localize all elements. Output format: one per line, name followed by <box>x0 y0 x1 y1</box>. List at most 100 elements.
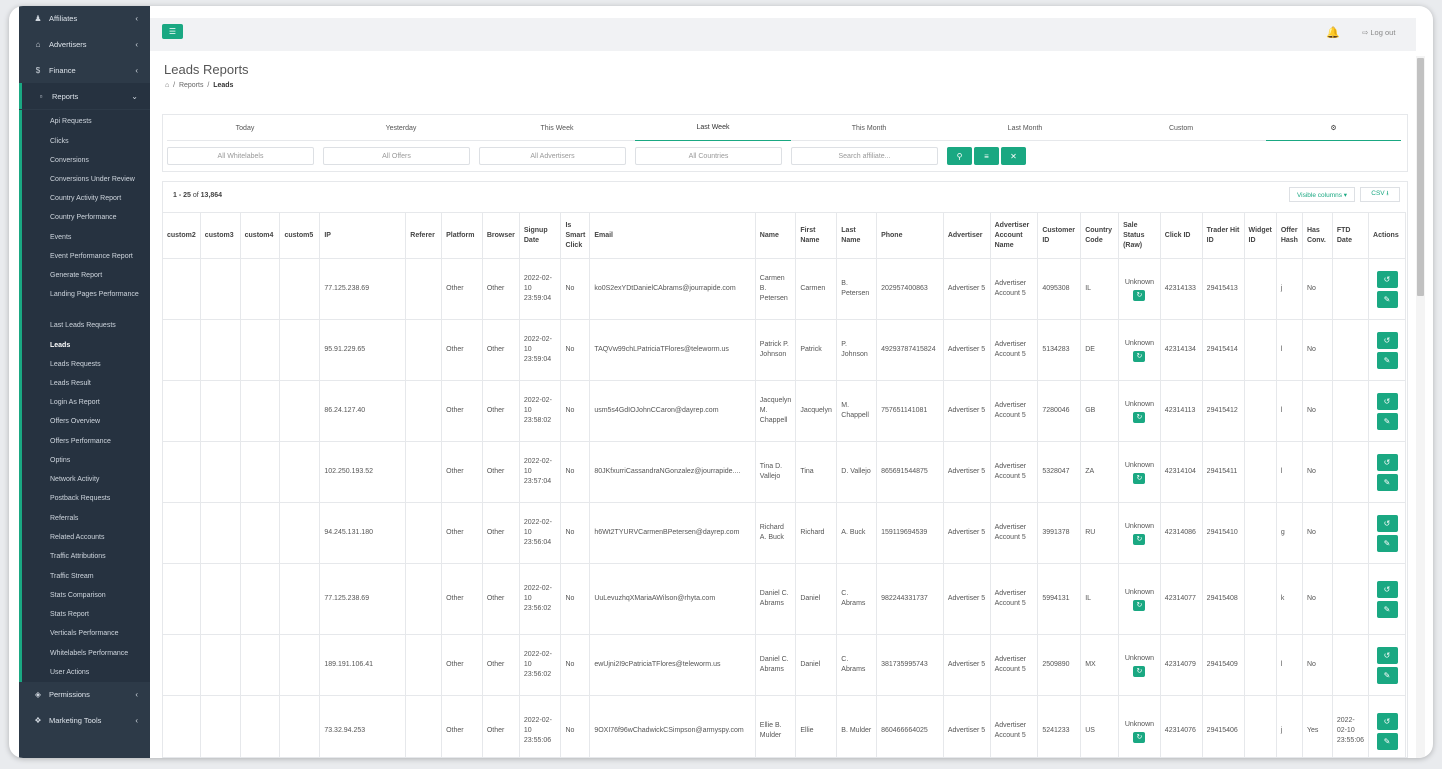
history-button[interactable]: ↺ <box>1376 453 1398 471</box>
column-header[interactable]: IP <box>319 212 407 259</box>
edit-button[interactable]: ✎ <box>1376 732 1398 750</box>
edit-button[interactable]: ✎ <box>1376 534 1398 552</box>
cogs-icon[interactable]: ⚙ <box>1266 115 1401 141</box>
sidebar-report-item[interactable]: Conversions Under Review <box>50 176 135 183</box>
sidebar-item-affiliates[interactable]: ♟ Affiliates ‹ <box>19 6 150 31</box>
column-header[interactable]: Signup Date <box>518 212 562 259</box>
edit-button[interactable]: ✎ <box>1376 412 1398 430</box>
sidebar-report-item[interactable]: Country Performance <box>50 214 117 221</box>
edit-button[interactable]: ✎ <box>1376 351 1398 369</box>
sidebar-report-item[interactable]: Related Accounts <box>50 534 105 541</box>
column-header[interactable]: Offer Hash <box>1275 212 1303 259</box>
sidebar-report-item[interactable]: Referrals <box>50 515 79 522</box>
sidebar-item-permissions[interactable]: ◈ Permissions ‹ <box>19 681 150 707</box>
sidebar-report-item[interactable]: Clicks <box>50 138 69 145</box>
column-header[interactable]: Advertiser Account Name <box>989 212 1039 259</box>
refresh-icon[interactable]: ↻ <box>1133 599 1146 611</box>
column-header[interactable]: Referer <box>405 212 443 259</box>
sidebar-report-item[interactable]: Leads Result <box>50 380 91 387</box>
offer-select[interactable]: All Offers <box>323 147 470 165</box>
column-header[interactable]: custom3 <box>199 212 241 259</box>
affiliate-search-input[interactable]: Search affiliate... <box>791 147 938 165</box>
sidebar-report-item[interactable]: Country Activity Report <box>50 195 122 202</box>
sidebar-report-item[interactable]: Network Activity <box>50 476 100 483</box>
sidebar-report-item[interactable]: Offers Overview <box>50 418 101 425</box>
sidebar-report-item[interactable]: Generate Report <box>50 272 103 279</box>
sidebar-report-item[interactable]: Login As Report <box>50 399 100 406</box>
history-button[interactable]: ↺ <box>1376 331 1398 349</box>
tab-last-month[interactable]: Last Month <box>1007 124 1043 132</box>
refresh-icon[interactable]: ↻ <box>1133 289 1146 301</box>
sidebar-report-item[interactable]: Landing Pages Performance <box>50 291 139 298</box>
history-button[interactable]: ↺ <box>1376 514 1398 532</box>
edit-button[interactable]: ✎ <box>1376 290 1398 308</box>
column-header[interactable]: Browser <box>481 212 520 259</box>
column-header[interactable]: Name <box>754 212 797 259</box>
column-header[interactable]: Platform <box>441 212 483 259</box>
sidebar-report-item[interactable]: Whitelabels Performance <box>50 650 129 657</box>
history-button[interactable]: ↺ <box>1376 646 1398 664</box>
tab-today[interactable]: Today <box>235 124 255 132</box>
sidebar-report-item[interactable]: Leads <box>50 342 71 349</box>
sidebar-report-item[interactable]: Verticals Performance <box>50 630 119 637</box>
sidebar-report-item[interactable]: Conversions <box>50 157 89 164</box>
history-button[interactable]: ↺ <box>1376 270 1398 288</box>
column-header[interactable]: Has Conv. <box>1301 212 1333 259</box>
history-button[interactable]: ↺ <box>1376 580 1398 598</box>
history-button[interactable]: ↺ <box>1376 712 1398 730</box>
sidebar-report-item[interactable]: Postback Requests <box>50 495 111 502</box>
sidebar-report-item[interactable]: Event Performance Report <box>50 253 133 260</box>
column-header[interactable]: Actions <box>1368 212 1406 259</box>
sidebar-report-item[interactable]: Stats Report <box>50 611 89 618</box>
whitelabel-select[interactable]: All Whitelabels <box>167 147 314 165</box>
column-header[interactable]: custom4 <box>239 212 281 259</box>
menu-toggle-button[interactable]: ☰ <box>162 24 183 39</box>
column-header[interactable]: Widget ID <box>1243 212 1277 259</box>
tab-this-week[interactable]: This Week <box>540 124 574 132</box>
bell-icon[interactable]: 🔔 <box>1326 27 1340 39</box>
sidebar-report-item[interactable]: Traffic Stream <box>50 573 94 580</box>
edit-button[interactable]: ✎ <box>1376 600 1398 618</box>
column-header[interactable]: Is Smart Click <box>560 212 591 259</box>
clear-button[interactable]: ✕ <box>1001 147 1026 165</box>
column-header[interactable]: custom5 <box>279 212 321 259</box>
column-header[interactable]: Sale Status (Raw) <box>1118 212 1161 259</box>
scroll-thumb[interactable] <box>1417 58 1424 296</box>
sidebar-item-finance[interactable]: $ Finance ‹ <box>19 57 150 83</box>
column-header[interactable]: FTD Date <box>1331 212 1370 259</box>
filter-button[interactable]: ≡ <box>974 147 999 165</box>
refresh-icon[interactable]: ↻ <box>1133 472 1146 484</box>
column-header[interactable]: Email <box>589 212 756 259</box>
refresh-icon[interactable]: ↻ <box>1133 731 1146 743</box>
sidebar-report-item[interactable]: Events <box>50 234 72 241</box>
sidebar-report-item[interactable]: Optins <box>50 457 71 464</box>
refresh-icon[interactable]: ↻ <box>1133 411 1146 423</box>
sidebar-report-item[interactable]: Traffic Attributions <box>50 553 106 560</box>
refresh-icon[interactable]: ↻ <box>1133 350 1146 362</box>
column-header[interactable]: First Name <box>795 212 838 259</box>
edit-button[interactable]: ✎ <box>1376 666 1398 684</box>
column-header[interactable]: Trader Hit ID <box>1201 212 1245 259</box>
column-header[interactable]: Country Code <box>1080 212 1120 259</box>
refresh-icon[interactable]: ↻ <box>1133 665 1146 677</box>
tab-this-month[interactable]: This Month <box>851 124 887 132</box>
history-button[interactable]: ↺ <box>1376 392 1398 410</box>
advertiser-select[interactable]: All Advertisers <box>479 147 626 165</box>
visible-columns-button[interactable]: Visible columns ▾ <box>1289 187 1355 202</box>
column-header[interactable]: Phone <box>876 212 944 259</box>
sidebar-item-reports[interactable]: ▫ Reports ⌄ <box>19 83 150 109</box>
sidebar-report-item[interactable]: Stats Comparison <box>50 592 106 599</box>
tab-last-week[interactable]: Last Week <box>635 115 791 141</box>
breadcrumb-reports[interactable]: Reports <box>178 82 204 89</box>
column-header[interactable]: Customer ID <box>1037 212 1082 259</box>
edit-button[interactable]: ✎ <box>1376 473 1398 491</box>
country-select[interactable]: All Countries <box>635 147 782 165</box>
sidebar-item-marketing-tools[interactable]: ❖ Marketing Tools ‹ <box>19 707 150 733</box>
sidebar-report-item[interactable]: Api Requests <box>50 118 92 125</box>
tab-custom[interactable]: Custom <box>1168 124 1194 132</box>
column-header[interactable]: Advertiser <box>942 212 991 259</box>
logout-link[interactable]: ⇨ Log out <box>1362 28 1396 37</box>
sidebar-item-advertisers[interactable]: ⌂ Advertisers ‹ <box>19 31 150 57</box>
column-header[interactable]: Last Name <box>836 212 878 259</box>
column-header[interactable]: custom2 <box>163 212 201 259</box>
